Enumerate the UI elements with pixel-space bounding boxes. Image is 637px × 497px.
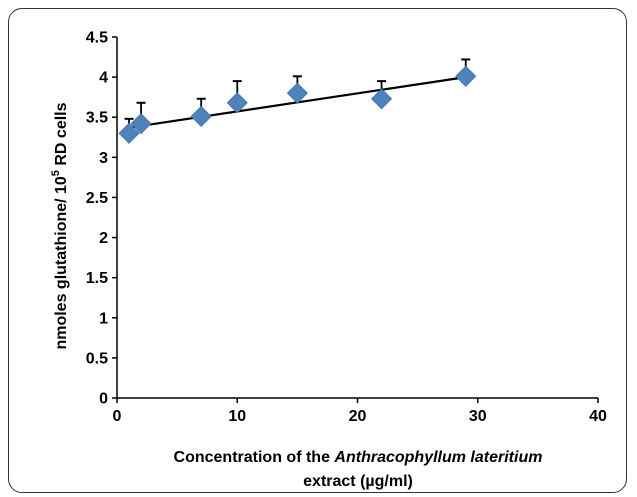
y-tick-label: 1.5 xyxy=(86,270,108,287)
y-tick-label: 2.5 xyxy=(86,190,108,207)
y-axis-title-suffix: RD cells xyxy=(53,102,70,170)
x-axis-title-species: Anthracophyllum lateritium xyxy=(333,449,542,466)
axes xyxy=(116,37,598,399)
data-point xyxy=(370,88,393,110)
data-points xyxy=(118,65,477,144)
x-tick-label: 0 xyxy=(113,408,122,425)
y-tick-label: 0 xyxy=(99,391,108,408)
x-axis-title: Concentration of the Anthracophyllum lat… xyxy=(174,449,543,466)
data-point xyxy=(286,82,308,104)
figure-frame xyxy=(8,8,627,493)
y-tick-label: 4.5 xyxy=(86,30,108,47)
x-ticks: 0 10 20 30 40 xyxy=(113,398,607,425)
y-tick-label: 0.5 xyxy=(86,350,108,367)
data-point xyxy=(118,122,140,144)
x-tick-label: 20 xyxy=(349,408,367,425)
y-tick-label: 2 xyxy=(99,230,108,247)
y-tick-label: 3.5 xyxy=(86,110,108,127)
data-point xyxy=(455,65,477,87)
y-tick-label: 1 xyxy=(99,310,108,327)
y-axis-title: nmoles glutathione/ 105 RD cells xyxy=(50,102,70,349)
x-axis-title-prefix: Concentration of the xyxy=(174,449,335,466)
x-tick-label: 10 xyxy=(228,408,246,425)
data-point xyxy=(130,113,152,135)
y-tick-label: 3 xyxy=(99,150,108,167)
y-axis-title-superscript: 5 xyxy=(50,170,62,176)
x-axis-title-line2: extract (µg/ml) xyxy=(303,473,413,490)
data-point xyxy=(226,92,248,114)
y-ticks: 0 0.5 1 1.5 2 2.5 3 3.5 4 4.5 xyxy=(86,30,117,408)
data-point xyxy=(190,105,212,127)
y-tick-label: 4 xyxy=(99,70,108,87)
y-axis-title-main: nmoles glutathione/ 10 xyxy=(53,176,70,349)
x-tick-label: 30 xyxy=(469,408,487,425)
x-tick-label: 40 xyxy=(589,408,607,425)
